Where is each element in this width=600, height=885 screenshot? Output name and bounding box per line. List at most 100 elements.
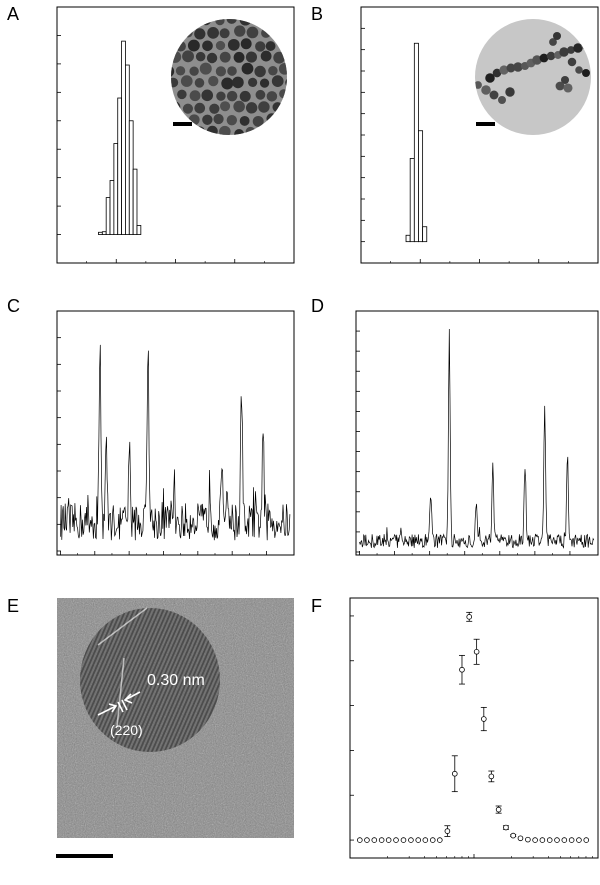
fringe-line (0, 600, 67, 760)
nanoparticle (254, 19, 265, 26)
histogram-bar (117, 97, 122, 235)
nanoparticle (195, 51, 206, 62)
nanoparticle (499, 65, 509, 75)
histogram-bar (98, 231, 103, 235)
nanoparticle (171, 38, 176, 51)
histogram-bar (121, 40, 126, 235)
diffraction-trace (60, 344, 291, 541)
nanoparticle (183, 28, 193, 38)
nanoparticle (265, 19, 277, 25)
nanoparticle (245, 126, 256, 135)
nanoparticle (194, 78, 205, 88)
nanoparticle (252, 115, 264, 127)
nanoparticle (171, 77, 179, 88)
nanoparticle (260, 50, 272, 62)
nanoparticle (171, 114, 173, 125)
histogram-bar (418, 130, 424, 243)
nanoparticle (539, 53, 549, 63)
nanoparticle (199, 62, 212, 75)
nanoparticle (177, 89, 187, 100)
nanoparticle (489, 90, 499, 100)
nanoparticle (246, 26, 259, 39)
d-spacing-label: 0.30 nm (147, 672, 205, 689)
tem-inset-tmaoh (475, 19, 591, 135)
nanoparticle (255, 89, 266, 100)
nanoparticle (279, 39, 287, 52)
nanoparticle (175, 40, 186, 52)
nanoparticle (555, 81, 565, 91)
nanoparticle (273, 51, 286, 64)
data-point (539, 837, 546, 843)
nanoparticle (233, 100, 245, 113)
data-point (568, 837, 575, 843)
nanoparticle (552, 31, 562, 41)
nanoparticle (248, 77, 258, 87)
dls-number-distribution (349, 597, 599, 859)
nanoparticle (182, 128, 193, 135)
nanoparticle (219, 28, 230, 39)
nanoparticle (266, 113, 278, 124)
fringe-line (80, 608, 131, 752)
nanoparticle (274, 127, 285, 135)
nanoparticle (567, 57, 577, 67)
nanoparticle (261, 127, 272, 135)
data-point (495, 806, 502, 813)
data-point (466, 614, 473, 620)
fringe-line (130, 608, 203, 752)
nanoparticle (208, 75, 219, 87)
nanoparticle (278, 19, 287, 26)
nanoparticle (261, 28, 271, 38)
data-point (451, 770, 458, 777)
xrd-pattern-oleic (56, 310, 295, 556)
histogram-bar (409, 158, 415, 243)
nanoparticle (171, 65, 175, 78)
data-point (473, 648, 480, 655)
nanoparticle (546, 51, 556, 61)
nanoparticle (206, 125, 218, 135)
fringe-line (0, 600, 63, 760)
nanoparticle (475, 81, 482, 89)
nanoparticle (171, 26, 181, 39)
nanoparticle (194, 102, 206, 114)
nanoparticle (187, 39, 200, 52)
nanoparticle (259, 78, 270, 88)
nanoparticle (559, 47, 569, 57)
fringe-line (122, 608, 194, 752)
fringe-line (117, 608, 190, 752)
data-point (437, 837, 443, 843)
nanoparticle (220, 101, 231, 112)
nanoparticle (239, 19, 252, 26)
fringe-line (180, 608, 220, 752)
nanoparticle (481, 85, 491, 95)
nanoparticle (234, 25, 246, 37)
nanoparticle (575, 66, 583, 74)
histogram-bar (413, 42, 419, 243)
diffraction-trace (359, 328, 595, 549)
histogram-bar (422, 226, 428, 243)
nanoparticle (279, 115, 287, 125)
nanoparticle (274, 28, 284, 39)
fringe-line (134, 608, 207, 752)
data-point (583, 837, 590, 843)
nanoparticle (202, 40, 213, 52)
nanoparticle (239, 90, 251, 102)
nanoparticle (227, 38, 240, 51)
data-point (385, 837, 392, 843)
plot-frame (56, 310, 295, 556)
panel-letter-e: E (7, 596, 19, 616)
nanoparticle (567, 46, 575, 54)
fringe-line (101, 608, 173, 752)
data-point (503, 824, 509, 831)
histogram-bar (132, 168, 138, 235)
fringe-line (80, 608, 119, 752)
fringe-line (172, 608, 220, 752)
nanoparticle (560, 75, 570, 85)
data-point (371, 837, 378, 843)
histogram-bar (113, 143, 119, 235)
nanoparticle (207, 27, 219, 39)
nanoparticle (232, 76, 244, 89)
data-point (576, 837, 582, 843)
data-point (408, 837, 414, 843)
data-point (357, 837, 363, 843)
nanoparticle (506, 63, 516, 73)
